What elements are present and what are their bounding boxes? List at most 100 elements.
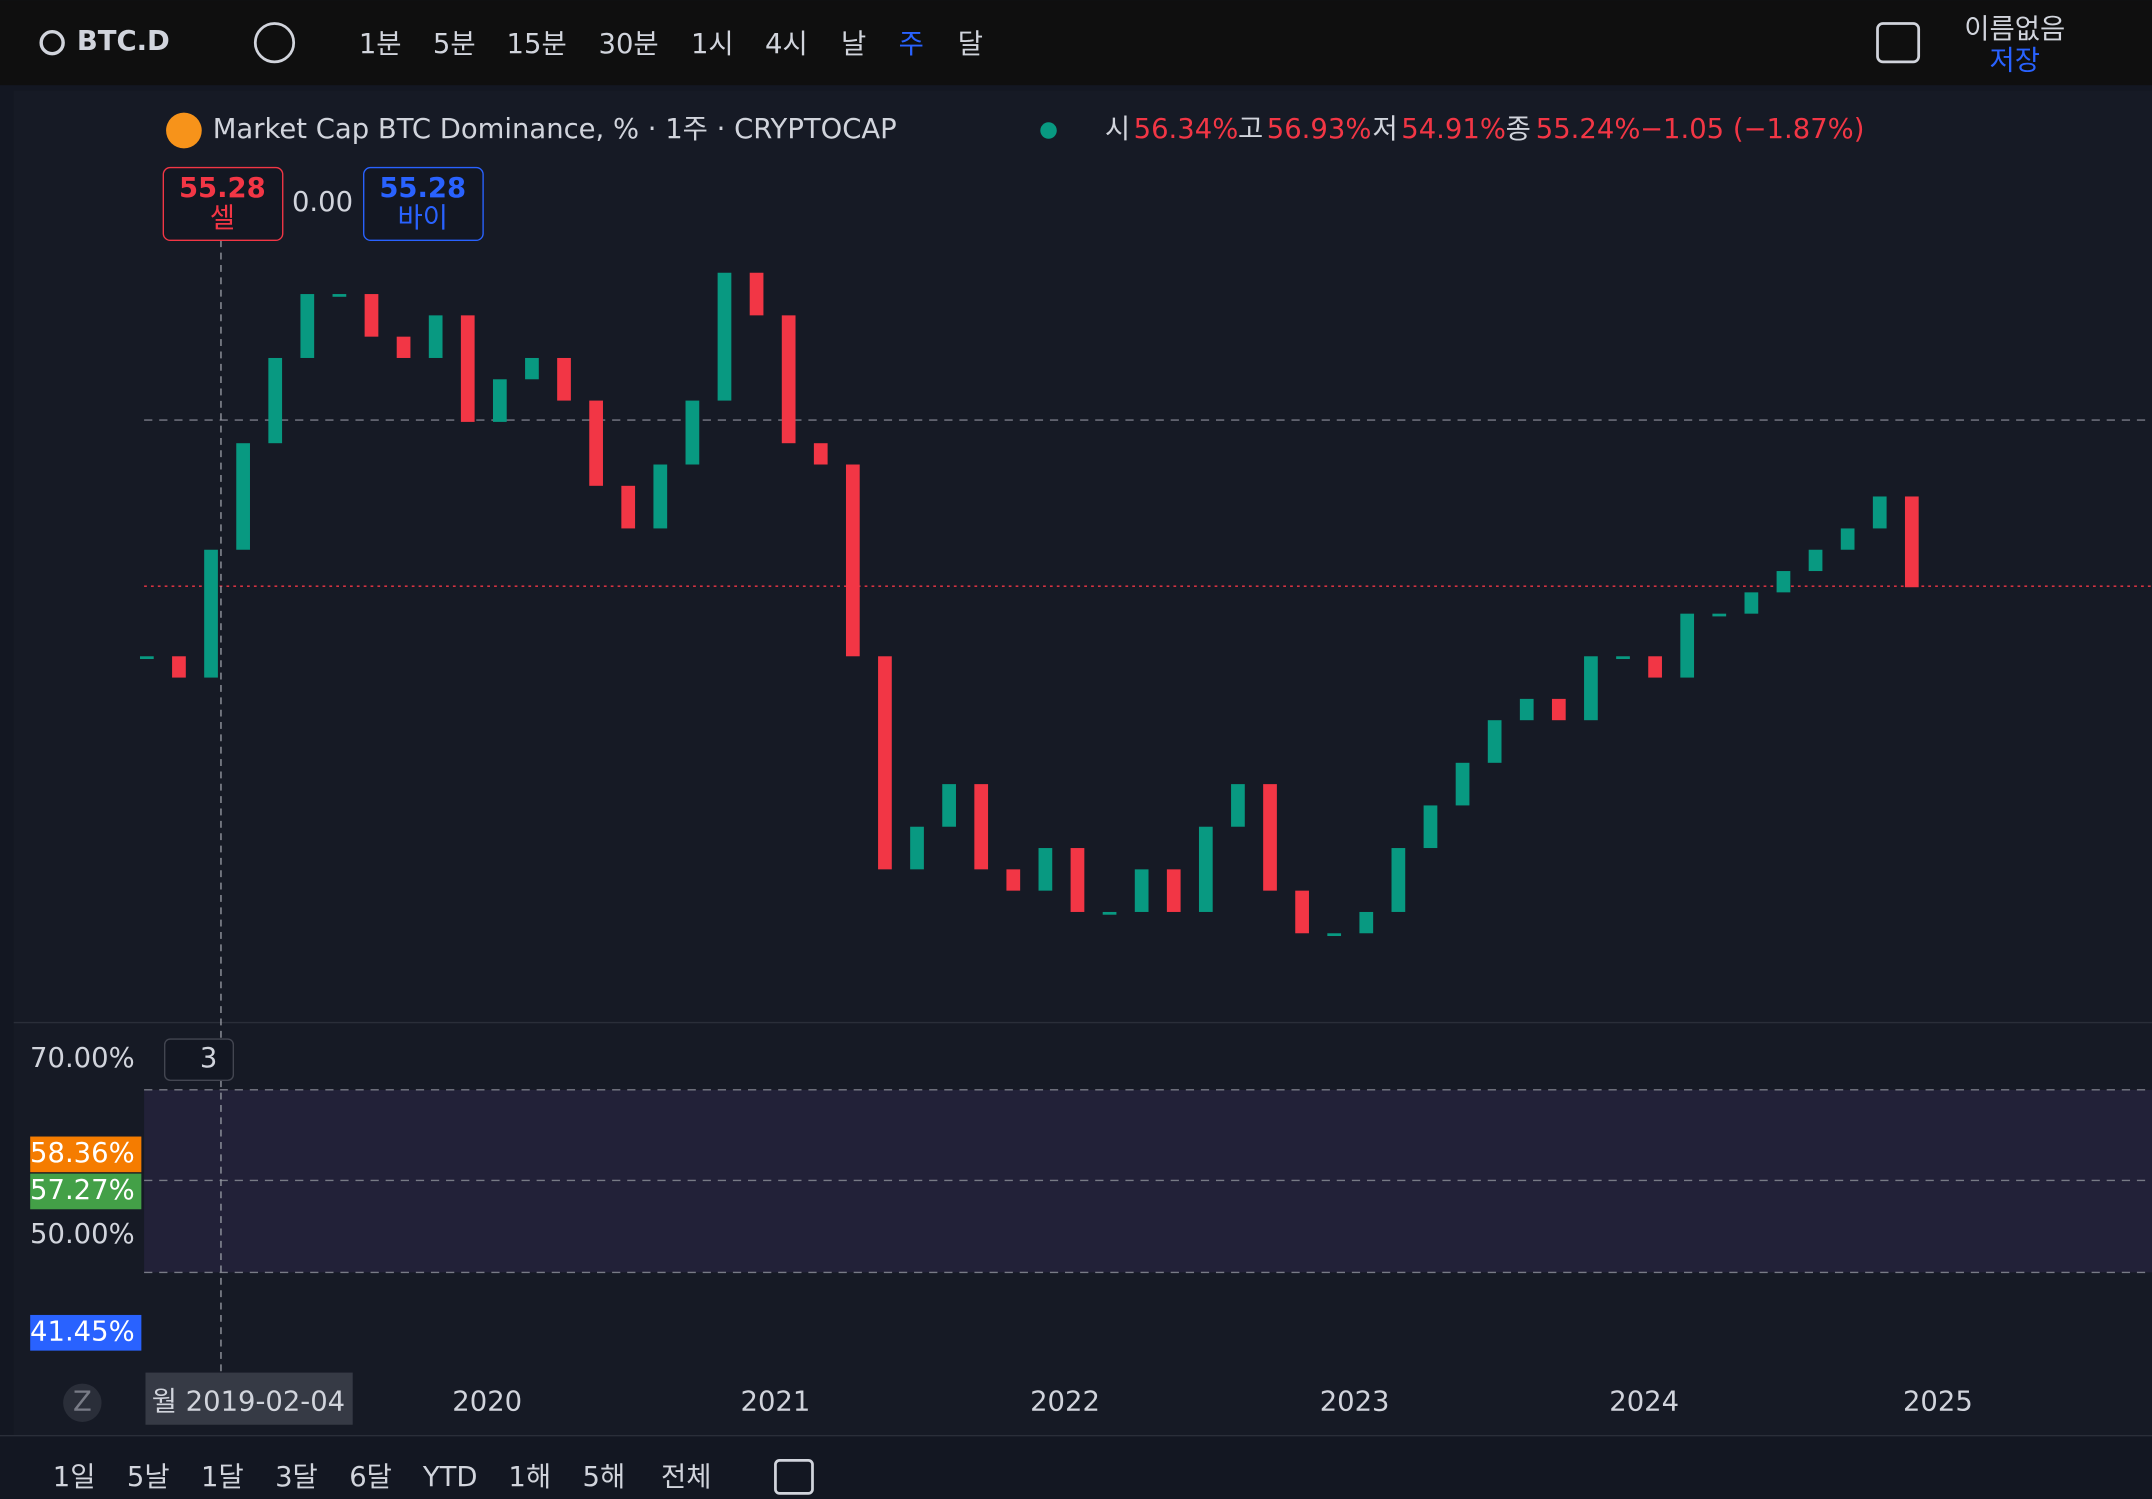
candle: [1904, 496, 1919, 588]
layout-name[interactable]: 이름없음: [1964, 14, 2065, 45]
add-icon[interactable]: [253, 22, 296, 64]
buy-button[interactable]: [363, 166, 484, 242]
range-button[interactable]: 3달: [275, 1462, 318, 1493]
sell-label: 셀: [210, 203, 235, 234]
rsi-band: [144, 1089, 2152, 1273]
candle: [1006, 869, 1021, 891]
candle: [1616, 656, 1630, 660]
range-button[interactable]: YTD: [422, 1462, 478, 1493]
collapse-count: 3: [200, 1043, 217, 1074]
candle: [396, 336, 411, 358]
interval[interactable]: 5분: [433, 29, 476, 60]
range-button[interactable]: 1달: [201, 1462, 244, 1493]
candle: [236, 443, 250, 550]
candle: [1423, 805, 1438, 849]
interval[interactable]: 1시: [691, 29, 734, 60]
range-button[interactable]: 6달: [349, 1462, 392, 1493]
close-label: 종: [1506, 114, 1531, 145]
axis-label: 50.00%: [30, 1219, 135, 1250]
collapse-button[interactable]: [164, 1038, 235, 1081]
candle: [428, 315, 443, 358]
legend-title: Market Cap BTC Dominance, % · 1주 · CRYPT…: [213, 114, 897, 145]
calendar-icon[interactable]: [774, 1459, 814, 1495]
candle: [1359, 911, 1374, 934]
interval[interactable]: 달: [958, 29, 983, 60]
year-label: 2020: [452, 1386, 522, 1417]
badge-label: 57.27%: [30, 1175, 135, 1206]
candle: [1519, 698, 1534, 721]
year-label: 2022: [1030, 1386, 1100, 1417]
range-button[interactable]: 1해: [508, 1462, 551, 1493]
range-button[interactable]: 1일: [53, 1462, 96, 1493]
candle: [1744, 592, 1759, 614]
candle: [1263, 784, 1277, 891]
window-icon[interactable]: [1876, 22, 1921, 64]
candle: [1776, 571, 1791, 593]
change: −1.05 (−1.87%): [1640, 114, 1864, 145]
axis-label: 70.00%: [30, 1043, 135, 1074]
badge-label: 58.36%: [30, 1138, 135, 1169]
close: 55.24%: [1536, 114, 1641, 145]
badge: [30, 1136, 142, 1173]
candle: [749, 272, 764, 316]
toolbar: [0, 0, 2152, 86]
sell-price: 55.28: [179, 173, 266, 204]
candle: [653, 464, 668, 529]
year-label: 2021: [741, 1386, 811, 1417]
candle: [974, 784, 989, 870]
candle: [525, 357, 539, 380]
interval[interactable]: 15분: [507, 29, 567, 60]
range-button[interactable]: 5해: [583, 1462, 626, 1493]
candle: [942, 784, 956, 827]
interval[interactable]: 1분: [359, 29, 402, 60]
buy-price: 55.28: [379, 173, 466, 204]
candle: [621, 485, 636, 529]
search-icon[interactable]: [39, 29, 65, 56]
badge: [30, 1314, 142, 1351]
crosshair-date: 월 2019-02-04: [152, 1386, 345, 1417]
candle: [813, 443, 828, 465]
symbol[interactable]: BTC.D: [77, 26, 170, 57]
candle: [364, 294, 379, 337]
candle: [910, 826, 924, 870]
candle: [268, 357, 283, 444]
year-label: 2025: [1903, 1386, 1973, 1417]
candle: [1070, 848, 1085, 912]
year-label: 2023: [1320, 1386, 1390, 1417]
candle: [204, 549, 218, 678]
range-button[interactable]: 전체: [661, 1462, 712, 1493]
candle: [1648, 656, 1662, 678]
candle: [300, 294, 315, 358]
btc-icon: [166, 112, 202, 149]
candle: [1327, 933, 1342, 937]
candle: [878, 656, 892, 870]
candle: [460, 315, 475, 422]
candle: [1872, 496, 1887, 529]
z-button[interactable]: [63, 1383, 102, 1422]
interval[interactable]: 30분: [599, 29, 659, 60]
candle: [172, 656, 186, 678]
status-dot: [1040, 122, 1057, 139]
open: 56.34%: [1134, 114, 1239, 145]
candle: [589, 400, 603, 486]
badge: [30, 1173, 142, 1210]
buy-label: 바이: [397, 203, 448, 234]
interval[interactable]: 주: [899, 29, 924, 60]
candle: [1584, 656, 1598, 721]
low-label: 저: [1372, 114, 1397, 145]
range-button[interactable]: 5날: [127, 1462, 170, 1493]
interval[interactable]: 날: [841, 29, 866, 60]
candle: [1198, 826, 1213, 912]
candle: [685, 400, 700, 465]
sell-button[interactable]: [162, 166, 284, 242]
candle: [492, 379, 507, 422]
save[interactable]: 저장: [1990, 45, 2040, 76]
spread: 0.00: [292, 187, 353, 218]
candle: [1712, 613, 1727, 617]
open-label: 시: [1105, 114, 1130, 145]
candle: [1455, 762, 1470, 806]
interval[interactable]: 4시: [765, 29, 808, 60]
candle: [1134, 869, 1149, 912]
